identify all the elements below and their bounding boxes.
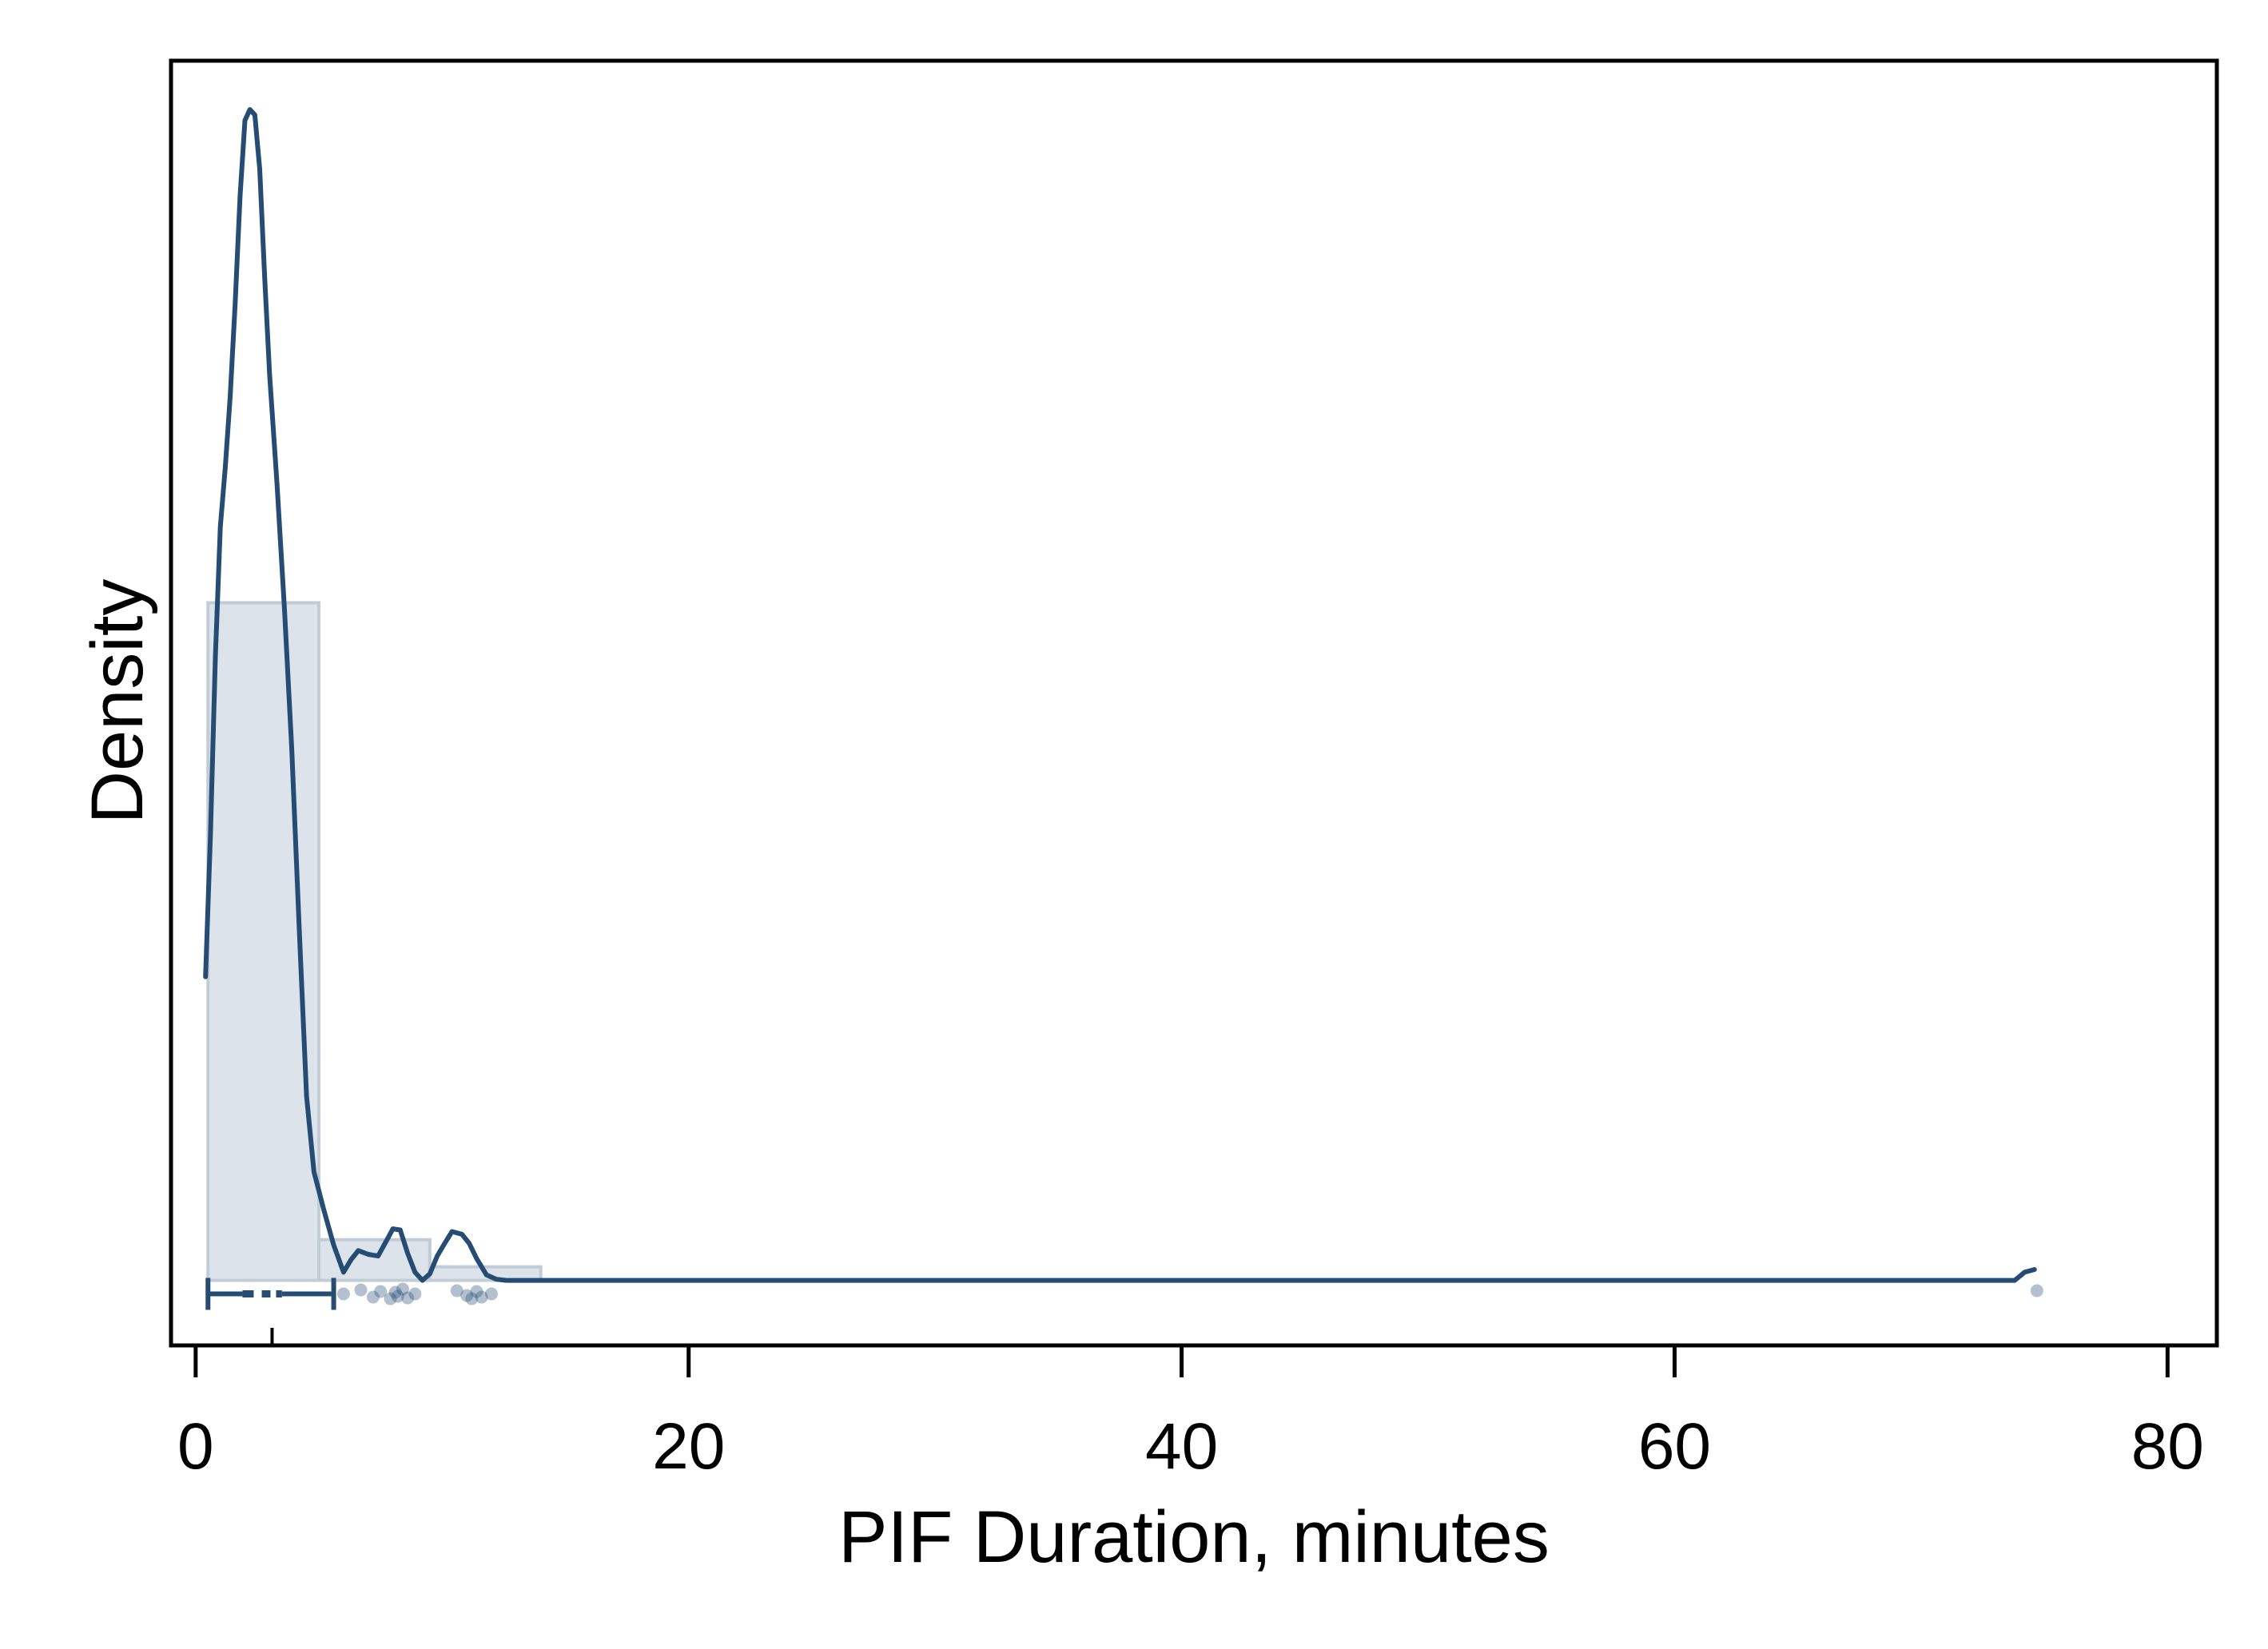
outlier-point (388, 1285, 402, 1299)
outlier-point (401, 1291, 415, 1305)
outlier-point (2030, 1284, 2043, 1297)
x-axis: 0 20 40 60 80 (177, 1345, 2204, 1483)
outlier-point (465, 1292, 479, 1305)
x-tick-label: 40 (1145, 1410, 1218, 1483)
density-curve-layer (203, 107, 2037, 1283)
outlier-point (374, 1285, 388, 1298)
density-curve (203, 107, 2037, 1283)
y-axis-title: Density (77, 579, 158, 824)
outlier-point (366, 1290, 380, 1304)
outlier-point (396, 1282, 409, 1296)
plot-frame (169, 58, 2219, 1348)
outlier-point (408, 1287, 422, 1301)
outlier-points (270, 1282, 2043, 1345)
outlier-point (450, 1284, 464, 1297)
x-tick-label: 80 (2131, 1410, 2204, 1483)
boxplot-layer (205, 1277, 336, 1310)
outlier-point (475, 1290, 488, 1304)
outlier-point (391, 1289, 404, 1303)
outlier-point (470, 1285, 483, 1298)
outlier-point (336, 1287, 350, 1301)
x-axis-title: PIF Duration, minutes (838, 1496, 1550, 1578)
outlier-point (460, 1289, 474, 1302)
x-tick-label: 20 (652, 1410, 725, 1483)
x-tick-label: 60 (1638, 1410, 1711, 1483)
outlier-point (484, 1287, 498, 1301)
histogram-bar-0 (206, 601, 321, 1282)
outlier-point (354, 1283, 368, 1297)
x-tick-label: 0 (177, 1410, 214, 1483)
outlier-point (384, 1292, 397, 1305)
